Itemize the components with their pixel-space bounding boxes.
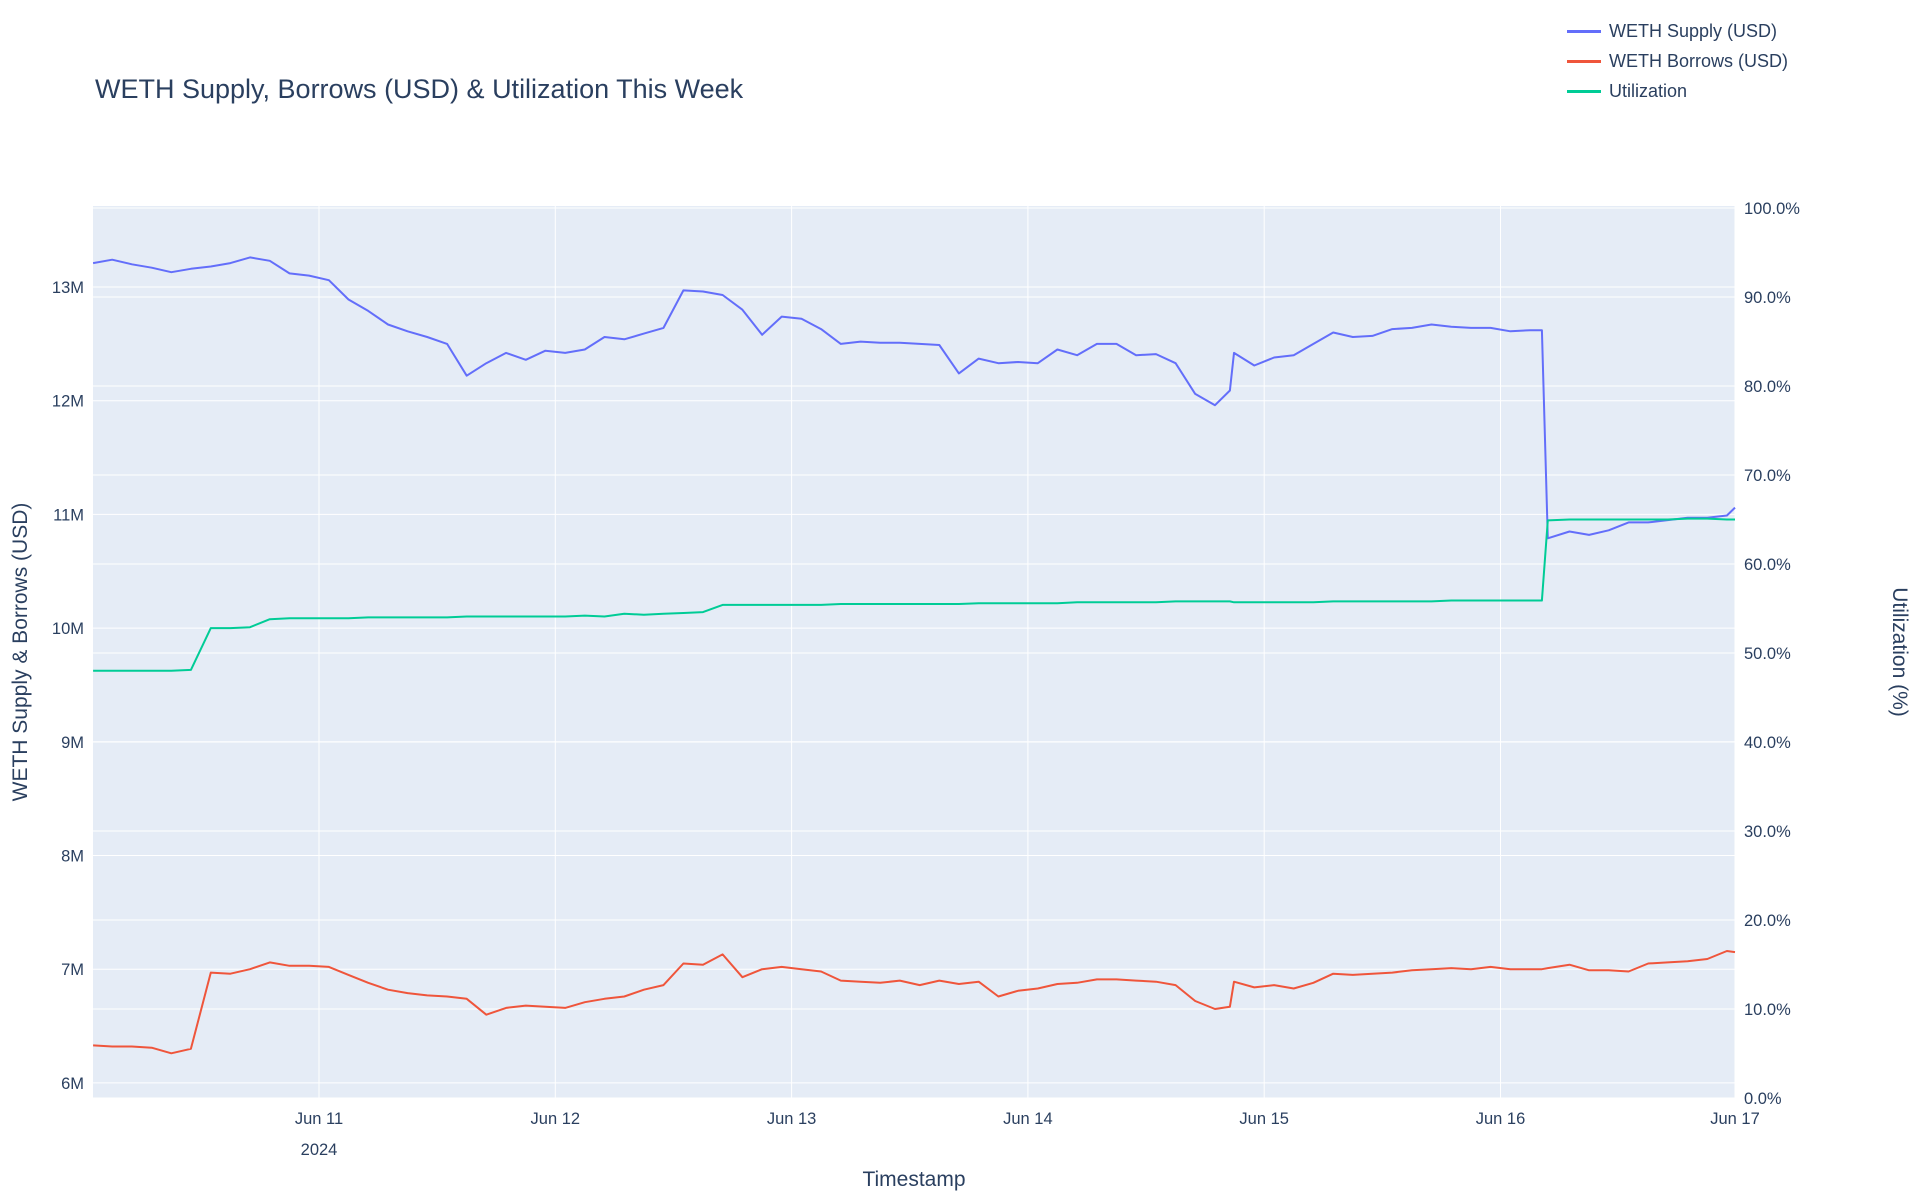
y-left-tick-label: 10M (52, 620, 84, 638)
borrows-line[interactable] (93, 950, 1736, 1055)
y-left-tick-label: 7M (61, 961, 84, 979)
y-axis-left-title: WETH Supply & Borrows (USD) (9, 503, 32, 802)
y-right-tick-label: 60.0% (1744, 556, 1791, 574)
plot-area[interactable] (93, 206, 1735, 1098)
y-right-tick-label: 90.0% (1744, 289, 1791, 307)
legend: WETH Supply (USD) WETH Borrows (USD) Uti… (1567, 16, 1788, 106)
y-right-tick-label: 50.0% (1744, 645, 1791, 663)
borrows-line-swatch-icon (1567, 59, 1601, 63)
y-right-tick-label: 100.0% (1744, 200, 1800, 218)
gridlines (93, 206, 1736, 1099)
y-left-tick-label: 9M (61, 734, 84, 752)
legend-label-utilization: Utilization (1609, 80, 1688, 101)
y-axis-right-title: Utilization (%) (1888, 587, 1911, 717)
y-right-tick-label: 30.0% (1744, 823, 1791, 841)
legend-item-supply[interactable]: WETH Supply (USD) (1567, 16, 1788, 46)
supply-line[interactable] (92, 256, 1736, 540)
y-right-tick-label: 0.0% (1744, 1090, 1782, 1108)
y-left-tick-label: 13M (52, 279, 84, 297)
tick-labels: 6M 7M 8M 9M 10M 11M 12M 13M 0.0% 10.0% 20.0% 30.0% 4… (52, 200, 1800, 1159)
y-right-tick-label: 70.0% (1744, 467, 1791, 485)
y-left-tick-label: 6M (61, 1075, 84, 1093)
x-tick-label: Jun 12 (531, 1110, 581, 1128)
y-right-tick-label: 80.0% (1744, 378, 1791, 396)
x-tick-label: Jun 17 (1710, 1110, 1760, 1128)
x-tick-label: Jun 13 (767, 1110, 817, 1128)
y-left-tick-label: 8M (61, 848, 84, 866)
x-tick-year-label: 2024 (301, 1141, 338, 1159)
y-right-tick-label: 40.0% (1744, 734, 1791, 752)
legend-item-borrows[interactable]: WETH Borrows (USD) (1567, 46, 1788, 76)
x-tick-label: Jun 16 (1476, 1110, 1526, 1128)
x-tick-label: Jun 11 (295, 1110, 343, 1128)
legend-label-borrows: WETH Borrows (USD) (1609, 50, 1788, 71)
supply-line-swatch-icon (1567, 29, 1601, 33)
utilization-line[interactable] (93, 517, 1735, 672)
legend-label-supply: WETH Supply (USD) (1609, 20, 1778, 41)
x-tick-label: Jun 14 (1003, 1110, 1053, 1128)
y-left-tick-label: 12M (52, 393, 84, 411)
y-right-tick-label: 10.0% (1744, 1001, 1791, 1019)
x-axis-title: Timestamp (862, 1168, 965, 1191)
chart-title: WETH Supply, Borrows (USD) & Utilization… (95, 74, 744, 104)
x-tick-label: Jun 15 (1239, 1110, 1289, 1128)
y-left-tick-label: 11M (53, 506, 84, 524)
utilization-line-swatch-icon (1567, 89, 1601, 93)
series-lines (92, 256, 1736, 1055)
legend-item-utilization[interactable]: Utilization (1567, 76, 1788, 106)
y-right-tick-label: 20.0% (1744, 912, 1791, 930)
